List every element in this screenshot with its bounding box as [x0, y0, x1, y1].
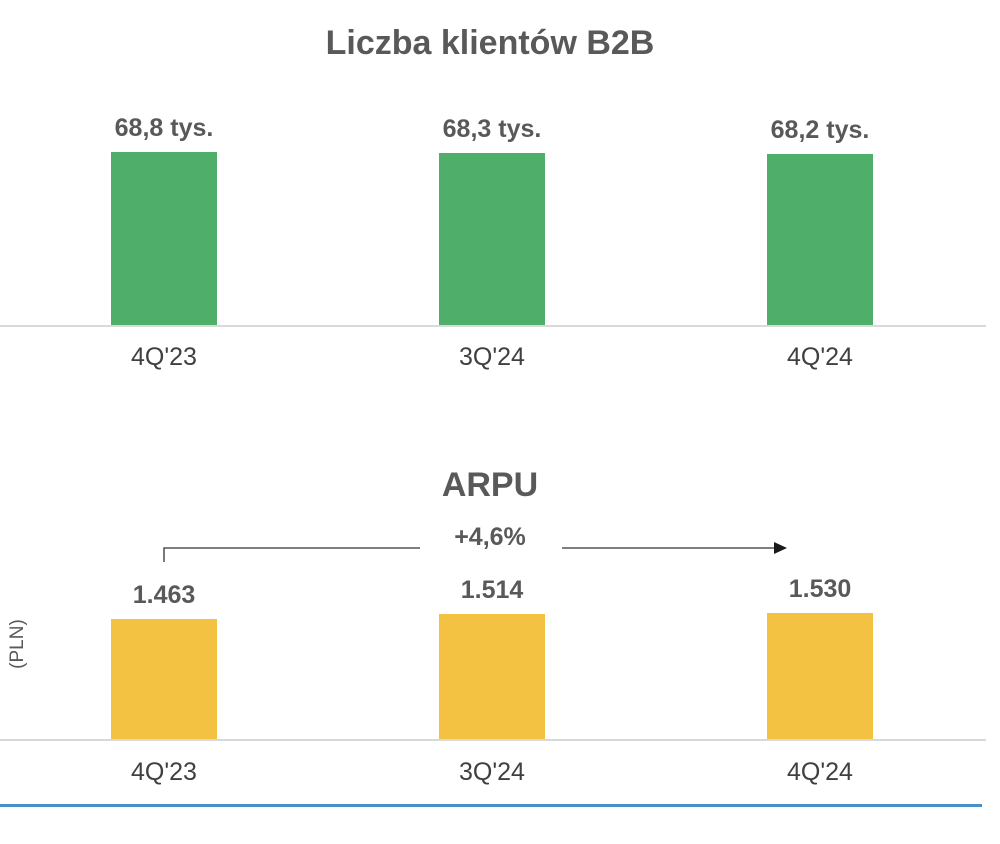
bar-arpu-1 — [111, 619, 217, 739]
value-label-clients-3: 68,2 tys. — [770, 116, 870, 144]
category-label-clients-3: 4Q'24 — [787, 343, 853, 371]
bar-clients-2 — [439, 153, 545, 325]
value-label-arpu-1: 1.463 — [132, 581, 196, 609]
category-label-arpu-2: 3Q'24 — [459, 758, 525, 786]
category-label-arpu-1: 4Q'23 — [131, 758, 197, 786]
value-label-arpu-3: 1.530 — [788, 575, 852, 603]
category-label-arpu-3: 4Q'24 — [787, 758, 853, 786]
value-label-arpu-2: 1.514 — [460, 576, 524, 604]
y-axis-unit-label: (PLN) — [7, 619, 28, 669]
category-label-clients-2: 3Q'24 — [459, 343, 525, 371]
x-axis-baseline-clients — [0, 325, 986, 327]
bar-clients-1 — [111, 152, 217, 325]
chart-title-arpu: ARPU — [441, 466, 539, 504]
bar-arpu-3 — [767, 613, 873, 739]
growth-annotation: +4,6% — [420, 523, 560, 552]
x-axis-baseline-arpu — [0, 739, 986, 741]
bar-clients-3 — [767, 154, 873, 325]
section-divider — [0, 804, 982, 807]
value-label-clients-2: 68,3 tys. — [442, 115, 542, 143]
chart-title-clients: Liczba klientów B2B — [325, 24, 655, 62]
value-label-clients-1: 68,8 tys. — [114, 114, 214, 142]
bar-arpu-2 — [439, 614, 545, 739]
category-label-clients-1: 4Q'23 — [131, 343, 197, 371]
